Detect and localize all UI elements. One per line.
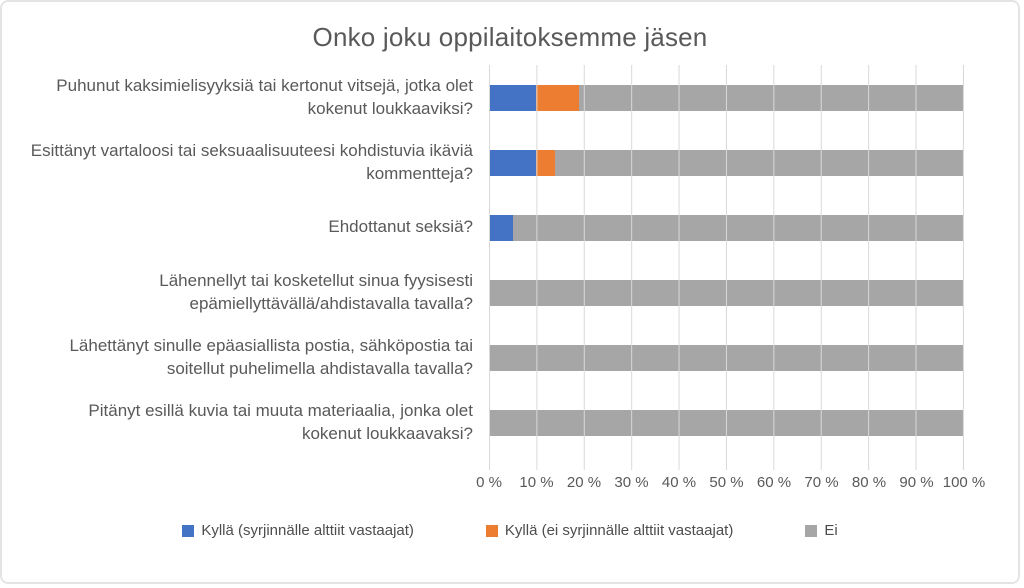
bar-segment-kylla-ei-syrjinnalle <box>536 149 556 176</box>
plot-area: Puhunut kaksimielisyyksiä tai kertonut v… <box>2 65 985 498</box>
legend-item-kylla-syrjinnalle: Kyllä (syrjinnälle alttiit vastaajat) <box>182 522 414 539</box>
bar-track <box>489 390 964 455</box>
bar-row <box>489 214 963 241</box>
bar-row <box>489 84 963 111</box>
x-tick-label: 30 % <box>614 474 649 491</box>
x-tick-label: 20 % <box>566 474 602 491</box>
bar-segment-kylla-syrjinnalle <box>489 214 513 241</box>
category-label: Lähennellyt tai kosketellut sinua fyysis… <box>159 270 473 313</box>
bar-segment-kylla-syrjinnalle <box>489 84 537 111</box>
bar-row <box>489 344 963 371</box>
x-tick-label: 90 % <box>899 474 934 491</box>
x-tick-label: 0 % <box>476 474 502 491</box>
x-axis: 0 % 10 % 20 % 30 % 40 % 50 % 60 % 70 % 8… <box>476 474 985 498</box>
legend-swatch-gray <box>805 524 818 537</box>
bar-segment-ei <box>579 84 963 111</box>
bar-segment-ei <box>489 344 963 371</box>
x-tick-label: 100 % <box>942 474 986 491</box>
x-tick-label: 10 % <box>519 474 554 491</box>
legend-label: Kyllä (ei syrjinnälle alttiit vastaajat) <box>504 522 734 539</box>
legend-swatch-blue <box>182 524 195 537</box>
bar-segment-ei <box>489 279 963 306</box>
bar-track <box>489 130 964 195</box>
category-label: Puhunut kaksimielisyyksiä tai kertonut v… <box>56 75 473 118</box>
x-tick-label: 60 % <box>756 474 792 491</box>
x-tick-label: 40 % <box>661 474 697 491</box>
bar-track <box>489 260 964 325</box>
category-label: Ehdottanut seksiä? <box>328 217 473 237</box>
x-tick-label: 70 % <box>804 474 839 491</box>
bar-row <box>489 149 963 176</box>
x-tick-label: 50 % <box>709 474 744 491</box>
bar-row <box>489 279 963 306</box>
bar-segment-ei <box>555 149 963 176</box>
bar-segment-ei <box>512 214 963 241</box>
legend: Kyllä (syrjinnälle alttiit vastaajat) Ky… <box>2 522 1018 539</box>
legend-item-ei: Ei <box>805 522 838 539</box>
category-label: Lähettänyt sinulle epäasiallista postia,… <box>69 335 473 378</box>
bar-segment-ei <box>489 409 963 436</box>
spacer <box>2 455 489 470</box>
chart-title: Onko joku oppilaitoksemme jäsen <box>312 22 708 52</box>
gridline-tail <box>489 455 964 470</box>
bar-segment-kylla-syrjinnalle <box>489 149 537 176</box>
category-label: Pitänyt esillä kuvia tai muuta materiaal… <box>88 400 473 443</box>
bar-track <box>489 195 964 260</box>
bar-row <box>489 409 963 436</box>
bar-track <box>489 65 964 130</box>
legend-label: Ei <box>824 522 838 539</box>
legend-swatch-orange <box>485 524 498 537</box>
legend-label: Kyllä (syrjinnälle alttiit vastaajat) <box>201 522 414 539</box>
legend-item-kylla-ei-syrjinnalle: Kyllä (ei syrjinnälle alttiit vastaajat) <box>485 522 734 539</box>
bar-track <box>489 325 964 390</box>
spacer <box>2 470 489 498</box>
bar-segment-kylla-ei-syrjinnalle <box>536 84 580 111</box>
category-label: Esittänyt vartaloosi tai seksuaalisuutee… <box>30 140 473 183</box>
x-tick-label: 80 % <box>851 474 887 491</box>
